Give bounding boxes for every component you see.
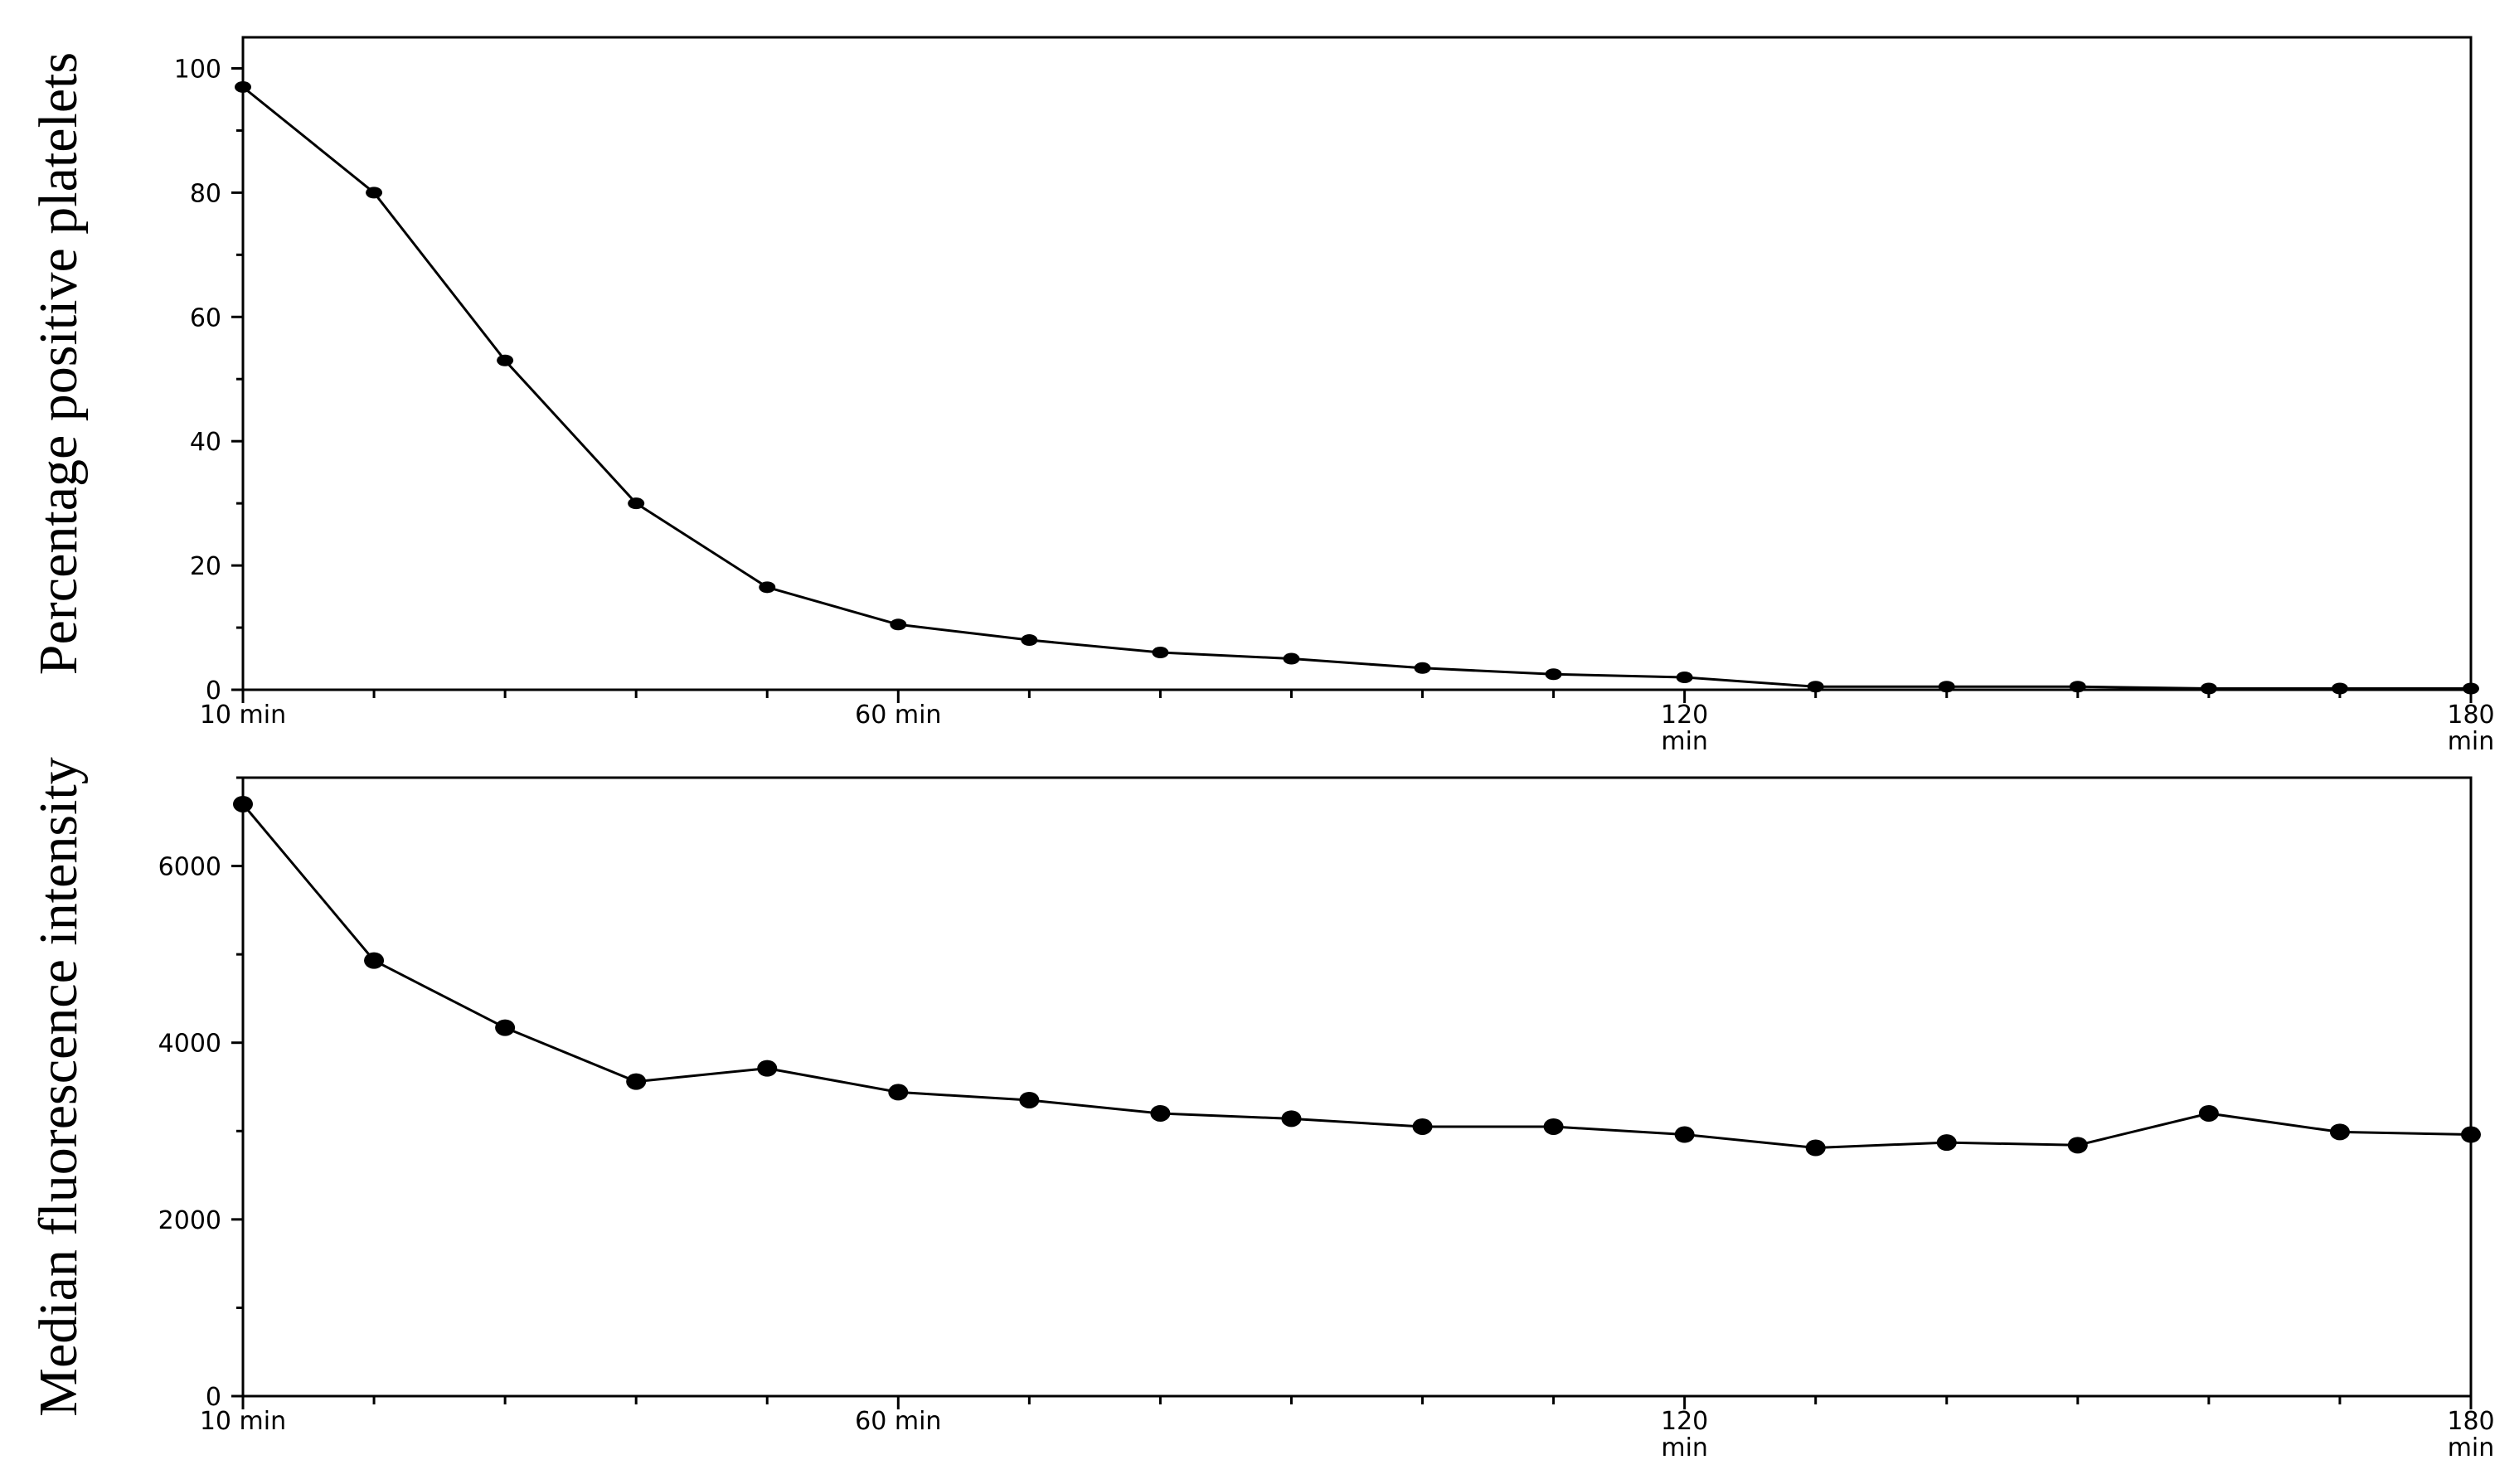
data-point — [1283, 652, 1300, 665]
y-tick-label: 60 — [190, 303, 221, 332]
y-tick-label: 100 — [174, 55, 221, 84]
y-tick-label: 2000 — [158, 1206, 221, 1235]
x-tick-label: 10 min — [200, 1407, 286, 1436]
data-point — [626, 1073, 647, 1090]
data-point — [759, 581, 776, 594]
data-point — [497, 354, 514, 366]
x-tick-label: 180 — [2447, 1407, 2494, 1436]
y-axis-title: Median fluorescence intensity — [28, 757, 89, 1416]
data-point — [2200, 682, 2217, 695]
data-point — [2198, 1104, 2219, 1122]
data-point — [2069, 681, 2086, 693]
data-point — [628, 497, 645, 510]
y-tick-label: 4000 — [158, 1030, 221, 1059]
data-point — [1936, 1134, 1957, 1152]
data-point — [1805, 1139, 1826, 1157]
x-tick-label: min — [2448, 727, 2495, 756]
y-tick-label: 80 — [190, 179, 221, 208]
plot-frame — [241, 776, 2473, 1398]
x-tick-label: min — [1661, 727, 1708, 756]
data-point — [1412, 1118, 1433, 1135]
data-point — [1807, 681, 1824, 693]
x-tick-label: 180 — [2447, 701, 2494, 730]
plot-frame — [241, 36, 2473, 691]
data-point — [1938, 681, 1955, 693]
data-point — [2461, 1126, 2481, 1143]
data-point — [366, 187, 383, 199]
data-point — [495, 1019, 516, 1036]
data-point — [2329, 1123, 2350, 1141]
x-tick-label: 60 min — [855, 701, 941, 730]
y-tick-label: 6000 — [158, 853, 221, 882]
y-tick-label: 0 — [206, 677, 221, 706]
data-point — [1281, 1110, 1302, 1128]
data-point — [1676, 672, 1693, 684]
data-point — [1543, 1118, 1564, 1135]
data-point — [1021, 634, 1038, 647]
x-tick-label: 60 min — [855, 1407, 941, 1436]
data-point — [1545, 668, 1562, 681]
data-point — [1152, 647, 1169, 659]
data-point — [1414, 662, 1431, 674]
x-tick-label: min — [1661, 1433, 1708, 1462]
y-tick-label: 40 — [190, 428, 221, 457]
y-tick-label: 20 — [190, 552, 221, 581]
data-point — [2463, 682, 2479, 695]
data-point — [890, 618, 907, 631]
data-point — [2331, 682, 2348, 695]
series-line — [242, 85, 2471, 690]
data-point — [233, 795, 253, 812]
data-point — [888, 1084, 909, 1101]
data-point — [757, 1060, 778, 1077]
x-tick-label: 10 min — [200, 701, 286, 730]
x-tick-label: min — [2448, 1433, 2495, 1462]
x-tick-label: 120 — [1661, 1407, 1708, 1436]
x-tick-label: 120 — [1661, 701, 1708, 730]
y-axis-title: Percentage positive platelets — [28, 52, 89, 675]
data-point — [2067, 1137, 2088, 1154]
data-point — [235, 80, 251, 93]
data-point — [1150, 1104, 1171, 1122]
data-point — [1019, 1091, 1040, 1108]
data-point — [1674, 1126, 1695, 1143]
series-line — [241, 803, 2472, 1149]
y-tick-label: 0 — [206, 1383, 221, 1412]
data-point — [364, 952, 385, 969]
